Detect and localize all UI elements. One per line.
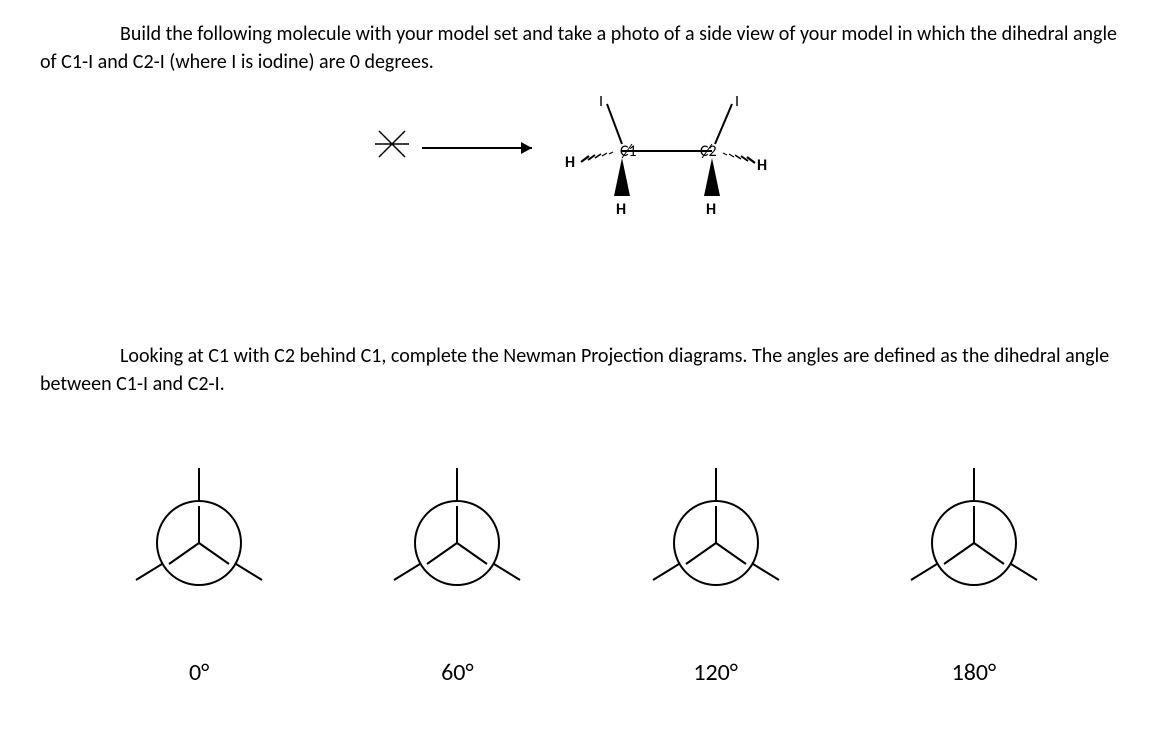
newman-item-120: 120° <box>631 458 801 687</box>
c2-h-front-label: H <box>706 200 716 219</box>
c1-h-back-label: H <box>565 153 575 172</box>
c1-h-back <box>581 152 613 162</box>
newman-label-120: 120° <box>693 658 738 687</box>
reaction-arrow <box>422 142 532 154</box>
newman-item-60: 60° <box>372 458 542 687</box>
newman-item-0: 0° <box>114 458 284 687</box>
c1-h-front-label: H <box>616 200 626 219</box>
c2-h-back <box>723 153 755 163</box>
newman-diagram-60 <box>372 458 542 628</box>
newman-diagram-0 <box>114 458 284 628</box>
newman-diagram-120 <box>631 458 801 628</box>
newman-label-180: 180° <box>952 658 997 687</box>
newman-projections-row: 0° 60° 120° <box>40 458 1133 687</box>
c1-h-front-wedge <box>614 158 630 196</box>
c2-label: C2 <box>700 142 717 161</box>
newman-diagram-180 <box>889 458 1059 628</box>
c2-h-front-wedge <box>704 158 720 196</box>
molecule-diagram-container: C1 C2 I H H I <box>40 96 1133 242</box>
molecule-diagram: C1 C2 I H H I <box>337 96 837 236</box>
c1-label: C1 <box>620 142 637 161</box>
newman-label-0: 0° <box>189 658 209 687</box>
placeholder-star <box>375 131 409 157</box>
newman-item-180: 180° <box>889 458 1059 687</box>
molecule-structure: C1 C2 I H H I <box>565 96 767 219</box>
c2-iodine: I <box>735 96 739 111</box>
c1-iodine: I <box>599 96 603 111</box>
newman-label-60: 60° <box>441 658 473 687</box>
c2-h-back-label: H <box>757 156 767 175</box>
question1-text: Build the following molecule with your m… <box>40 20 1133 76</box>
question2-text: Looking at C1 with C2 behind C1, complet… <box>40 342 1133 398</box>
